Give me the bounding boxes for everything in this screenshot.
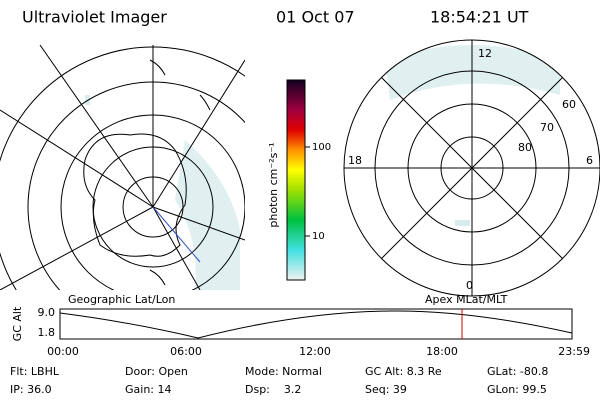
altitude-tick: 9.0 (38, 306, 56, 319)
title: Ultraviolet Imager (22, 8, 167, 27)
mlat-label: 80 (518, 141, 532, 154)
status-field: IP: 36.0 (10, 383, 52, 396)
mlt-label: 0 (466, 279, 473, 292)
status-field: Gain: 14 (125, 383, 172, 396)
altitude-frame (59, 308, 573, 340)
geo-caption: Geographic Lat/Lon (68, 293, 175, 306)
time-tick: 06:00 (170, 345, 202, 358)
status-field: Door: Open (125, 365, 188, 378)
mlt-lines (344, 40, 600, 296)
time-tick: 12:00 (299, 345, 331, 358)
status-field: Dsp: 3.2 (245, 383, 301, 396)
mlt-map: 12 18 6 0 60 70 80 (343, 39, 600, 297)
mlt-label: 12 (478, 47, 492, 60)
mlt-label: 18 (348, 154, 362, 167)
time: 18:54:21 UT (430, 8, 529, 27)
time-tick: 23:59 (558, 345, 590, 358)
time-tick: 00:00 (47, 345, 79, 358)
colorbar-tick-label: 100 (312, 142, 331, 153)
colorbar-tick-label: 10 (312, 231, 325, 242)
mlat-label: 70 (540, 121, 554, 134)
altitude-tick: 1.8 (38, 326, 56, 339)
altitude-curve (59, 310, 573, 339)
track (152, 206, 201, 263)
mlt-caption: Apex MLat/MLT (425, 293, 508, 306)
aurora (175, 140, 240, 290)
colorbar-label: photon cm⁻²s⁻¹ (267, 142, 280, 227)
aurora-spot (455, 220, 470, 226)
lon-lines (0, 45, 245, 290)
date: 01 Oct 07 (276, 8, 355, 27)
mlat-label: 60 (562, 98, 576, 111)
status-field: GC Alt: 8.3 Re (365, 365, 442, 378)
altitude-label: GC Alt (11, 306, 24, 341)
footer: Flt: LBHL Door: Open Mode: Normal GC Alt: 8… (10, 365, 548, 396)
status-field: Mode: Normal (245, 365, 322, 378)
status-field: Seq: 39 (365, 383, 407, 396)
coastline-bits (149, 59, 211, 286)
time-tick: 18:00 (426, 345, 458, 358)
status-field: Flt: LBHL (10, 365, 60, 378)
status-field: GLat: -80.8 (487, 365, 548, 378)
status-field: GLon: 99.5 (487, 383, 547, 396)
colorbar (286, 79, 306, 281)
geo-map (0, 45, 245, 290)
mlt-label: 6 (586, 154, 593, 167)
coastline (83, 133, 187, 257)
